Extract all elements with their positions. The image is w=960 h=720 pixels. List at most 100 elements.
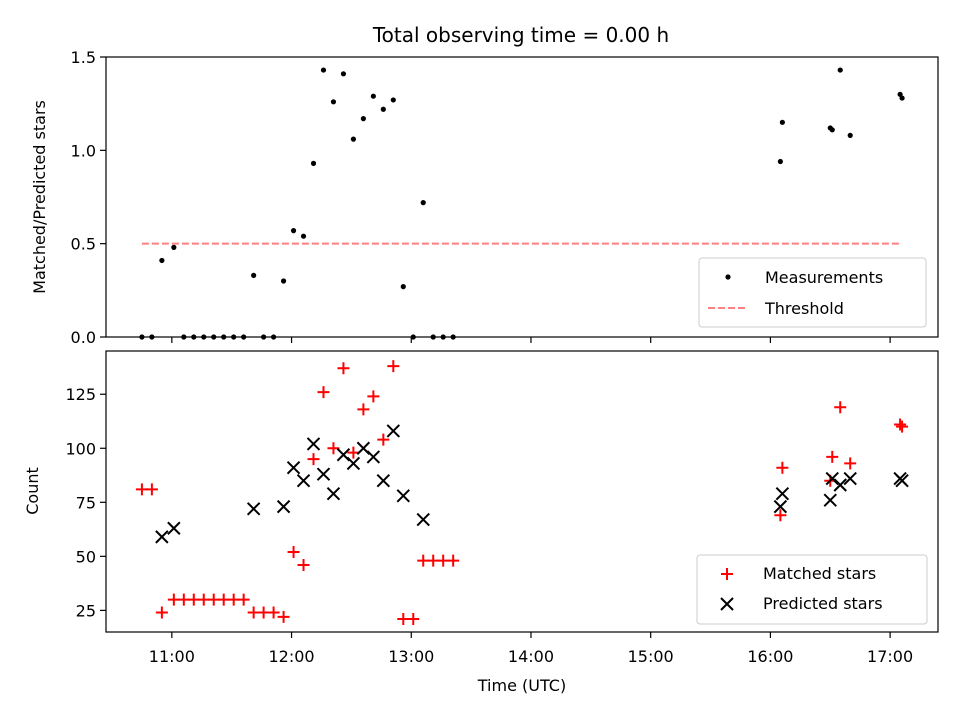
bottom-y-tick-label: 125 [65,385,96,404]
matched-star-point [407,613,420,626]
bottom-legend-box [696,554,928,625]
predicted-star-point [823,493,837,507]
measurement-point [837,67,843,73]
matched-star-point [377,433,390,446]
legend-threshold-label: Threshold [764,299,844,318]
matched-star-point [387,360,400,373]
bottom-x-tick-label: 16:00 [747,647,793,666]
predicted-star-point [316,467,331,481]
bottom-y-tick-label: 100 [65,439,96,458]
bottom-y-tick-label: 50 [76,547,96,566]
measurement-point [380,106,386,112]
x-axis-label: Time (UTC) [477,676,566,695]
measurement-point [310,160,317,166]
predicted-star-point [386,424,401,438]
predicted-star-point [775,486,790,501]
measurement-point [290,228,297,234]
matched-star-point [447,554,460,567]
measurement-point [320,67,327,73]
top-plot-frame [105,56,939,338]
predicted-star-point [326,486,341,501]
predicted-star-point [895,473,909,488]
matched-star-point [367,390,380,403]
legend-matched-marker [721,568,733,580]
top-y-tick-label: 0.0 [71,328,96,347]
bottom-x-tick-label: 11:00 [149,647,195,666]
measurement-point [360,116,366,122]
predicted-star-point [843,471,857,486]
bottom-plot-frame [105,350,939,633]
matched-star-point [844,457,857,470]
measurement-point [777,158,783,165]
predicted-star-point [376,473,391,488]
bottom-legend: Matched stars Predicted stars [696,554,928,625]
top-y-tick-label: 1.5 [71,48,96,67]
measurement-point [779,119,785,125]
matched-star-point [826,450,839,463]
matched-star-point [277,610,290,623]
predicted-star-point [773,499,788,514]
predicted-star-point [825,471,839,486]
measurement-point [420,200,426,206]
matched-star-point [894,418,907,431]
top-legend-box [698,257,927,328]
bottom-y-axis-label: Count [23,467,42,515]
matched-star-point [155,606,168,619]
bottom-x-tick-label: 15:00 [628,647,674,666]
measurement-point [171,244,177,250]
matched-star-point [896,420,909,433]
matched-star-point [237,593,250,606]
matched-star-point [267,606,280,619]
top-panel: 0.0 0.5 1.0 1.5 [71,48,905,347]
predicted-star-point [833,478,847,492]
matched-star-point [337,362,350,375]
predicted-star-point [306,437,321,451]
matched-star-point [834,401,847,414]
measurement-point [350,136,357,142]
matched-star-point [297,558,310,571]
measurement-point [340,71,347,77]
top-legend: Measurements Threshold [698,257,927,328]
legend-measurements-label: Measurements [765,268,883,287]
measurement-point [280,278,287,284]
measurement-point [330,99,337,105]
top-y-axis-label: Matched/Predicted stars [30,100,49,294]
bottom-y-tick-label: 75 [76,493,96,512]
top-y-tick-label: 0.5 [71,235,96,254]
bottom-x-tick-label: 14:00 [508,647,554,666]
legend-matched-label: Matched stars [763,564,876,583]
measurement-point [400,284,406,290]
top-y-tick-label: 1.0 [71,141,96,160]
predicted-star-point [246,502,261,516]
predicted-star-point [276,499,291,514]
matched-star-point [287,546,300,559]
measurement-point [390,97,396,103]
matched-star-point [317,386,330,399]
matched-star-point [327,442,340,455]
legend-measurements-marker [725,274,731,280]
measurement-point [847,132,853,138]
measurement-point [370,93,376,99]
measurement-point [251,272,257,278]
legend-predicted-marker [720,597,734,611]
measurement-point [829,127,835,133]
predicted-star-point [296,473,311,488]
predicted-star-point [416,512,430,527]
predicted-star-point [167,521,181,535]
bottom-x-tick-label: 17:00 [867,647,913,666]
measurement-point [899,95,905,101]
bottom-panel: 25 50 75 100 125 11:00 12:00 13:00 14:00 15:00 16:… [65,360,913,666]
bottom-y-tick-label: 25 [76,601,96,620]
predicted-star-point [396,489,410,503]
predicted-star-point [346,456,361,471]
bottom-x-tick-label: 13:00 [388,647,434,666]
chart-title: Total observing time = 0.00 h [372,23,669,47]
matched-star-point [347,446,360,459]
predicted-star-point [155,530,169,544]
matched-star-point [145,483,158,496]
predicted-star-point [286,461,301,475]
measurement-point [300,233,307,239]
matched-star-point [776,461,789,474]
legend-predicted-label: Predicted stars [763,594,883,613]
